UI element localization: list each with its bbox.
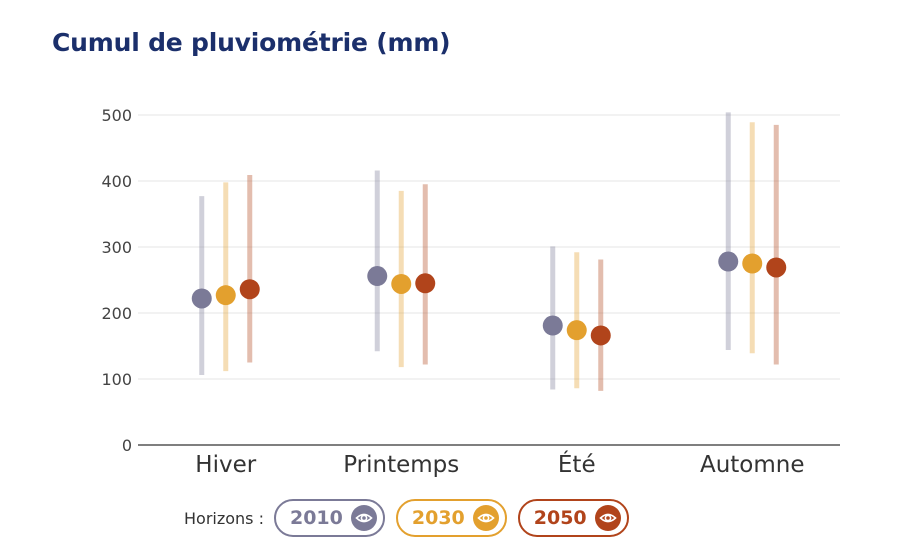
data-point-2050 — [590, 325, 611, 346]
legend-item-label: 2050 — [533, 507, 587, 529]
eye-icon — [472, 505, 499, 531]
data-point-2030 — [742, 253, 763, 274]
legend: Horizons : 2010 2030 2050 — [184, 498, 640, 538]
legend-item-2010[interactable]: 2010 — [273, 499, 385, 537]
data-point-2010 — [542, 315, 563, 336]
chart-title: Cumul de pluviométrie (mm) — [52, 28, 451, 57]
legend-item-2050[interactable]: 2050 — [517, 499, 629, 537]
x-tick-label: Été — [558, 450, 596, 478]
x-tick-label: Hiver — [195, 452, 256, 478]
data-point-2030 — [391, 273, 412, 294]
data-point-2030 — [215, 285, 236, 306]
data-point-2050 — [239, 279, 260, 300]
y-tick-label: 0 — [122, 436, 132, 455]
x-tick-label: Printemps — [343, 452, 459, 478]
legend-item-label: 2030 — [411, 507, 465, 529]
legend-item-2030[interactable]: 2030 — [395, 499, 507, 537]
eye-icon — [594, 505, 621, 531]
chart-plot-area: 0 100 200 300 400 500 Hiver Printemps Été Automne — [101, 106, 840, 478]
x-tick-label: Automne — [700, 452, 805, 478]
data-point-2050 — [766, 257, 787, 278]
data-point-2010 — [367, 266, 388, 287]
y-tick-label: 400 — [101, 172, 132, 191]
y-tick-label: 300 — [101, 238, 132, 257]
y-tick-label: 200 — [101, 304, 132, 323]
eye-icon — [350, 505, 377, 531]
data-point-2030 — [566, 320, 587, 341]
y-tick-label: 100 — [101, 370, 132, 389]
legend-item-label: 2010 — [289, 507, 343, 529]
legend-label: Horizons : — [184, 508, 264, 528]
data-point-2010 — [718, 251, 739, 272]
y-tick-label: 500 — [101, 106, 132, 125]
data-point-2050 — [415, 273, 436, 294]
data-point-2010 — [191, 288, 212, 309]
